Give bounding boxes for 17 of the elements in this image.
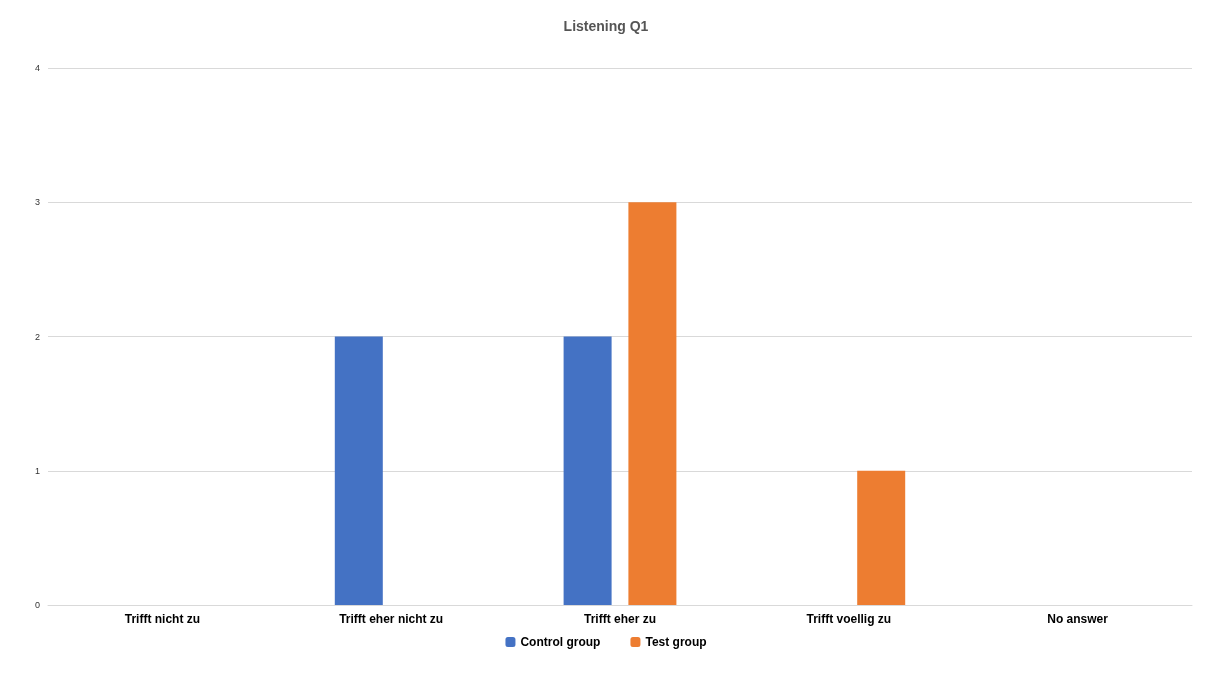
y-tick-label: 1: [34, 465, 40, 476]
x-tick-label: Trifft voellig zu: [806, 612, 892, 626]
bar: [628, 202, 677, 605]
bar: [334, 336, 383, 605]
legend-label: Test group: [645, 635, 707, 649]
bar: [857, 470, 906, 605]
chart-title: Listening Q1: [563, 18, 649, 34]
y-tick-label: 4: [34, 63, 40, 73]
y-tick-label: 3: [34, 197, 40, 208]
y-tick-label: 2: [34, 331, 40, 342]
bar: [563, 336, 612, 605]
x-tick-label: Trifft eher zu: [583, 612, 657, 626]
y-tick-label: 0: [34, 600, 40, 610]
x-tick-label: Trifft nicht zu: [124, 612, 201, 626]
x-tick-label: No answer: [1047, 612, 1109, 626]
x-tick-label: Trifft eher nicht zu: [339, 612, 444, 626]
legend-label: Control group: [520, 635, 601, 649]
